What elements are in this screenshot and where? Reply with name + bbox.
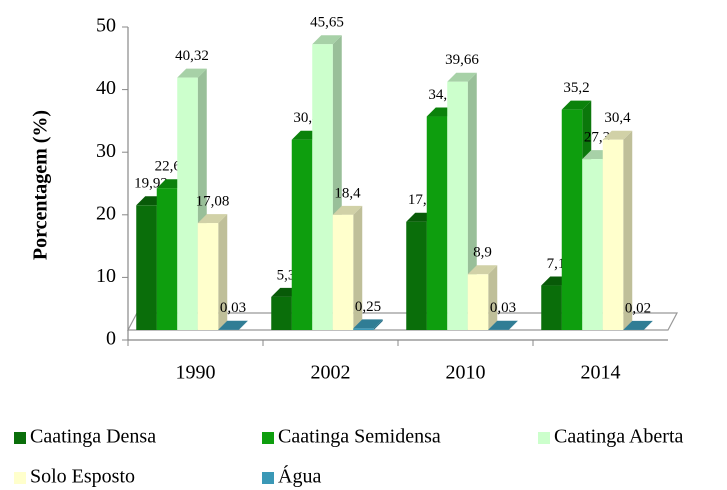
value-label: 30,4 [604,110,631,126]
bar-front [271,296,292,330]
bar-side [508,320,518,330]
value-label: 0,03 [490,300,516,316]
value-label: 0,25 [355,299,381,315]
bar-front [582,159,603,330]
bar-top [218,320,248,330]
value-label: 17,08 [196,194,230,210]
y-tick-label: 40 [96,77,116,99]
bar-top [197,214,228,224]
bar-top [332,205,363,215]
bar-front [177,77,198,330]
y-tick-label: 50 [96,15,116,37]
bar-top [488,320,518,330]
legend-marker [538,432,550,444]
bar-top [623,320,653,330]
legend-marker [262,432,274,444]
bar-side [488,265,498,330]
bar-front [561,109,583,330]
bar-front [136,205,157,330]
x-tick-label: 2002 [311,362,351,384]
value-label: 8,9 [473,245,492,261]
bar [467,265,498,330]
y-tick-label: 10 [96,265,116,287]
bar-side [353,205,363,330]
y-tick-label: 0 [106,328,116,350]
bar [447,72,477,331]
y-tick-label: 20 [96,202,116,224]
bar [332,205,363,330]
legend-label: Solo Esposto [30,466,135,488]
bar [353,319,383,330]
bar-front [602,139,624,330]
y-tick-label: 30 [96,140,116,162]
bar-top [561,100,592,110]
bar-front [291,139,313,330]
bar-front [406,221,427,330]
bar-front [426,116,448,330]
bar-top [177,68,207,78]
value-label: 7,1 [547,256,566,272]
x-tick-label: 2014 [581,362,621,384]
value-label: 5,3 [277,267,296,283]
value-label: 18,4 [334,185,361,201]
legend-label: Caatinga Semidensa [278,426,441,448]
bar-top [602,130,633,140]
value-label: 39,66 [445,52,479,68]
bar-front [353,328,374,330]
bar-top [467,265,498,275]
legend-label: Caatinga Aberta [554,426,684,448]
bar [488,320,518,330]
legend-label: Caatinga Densa [30,426,156,448]
legend-label: Água [278,465,321,488]
bar-top [447,72,477,82]
bar [218,320,248,330]
x-tick-label: 1990 [176,362,216,384]
bar-front [541,285,562,330]
bar-side [643,320,653,330]
bar-side [623,130,633,330]
legend-marker [14,432,26,444]
bar-front [447,81,468,331]
bar-side [467,72,477,331]
x-tick-label: 2010 [446,362,486,384]
value-label: 40,32 [175,48,209,64]
bar-front [467,274,489,330]
legend-marker [14,472,26,484]
bar-side [373,319,383,330]
value-label: 0,02 [625,300,651,316]
bar-front [156,188,178,330]
bar-front [312,44,333,331]
bar-top [312,35,342,45]
bar-side [218,214,228,330]
legend-marker [262,472,274,484]
bar [197,214,228,330]
value-label: 0,03 [220,300,246,316]
bar [623,320,653,330]
bar-top [353,319,383,329]
bar-front [332,214,354,330]
value-label: 45,65 [310,15,344,31]
y-axis-label: Porcentagem (%) [30,110,52,260]
bar-side [238,320,248,330]
value-label: 35,2 [563,80,589,96]
bar [602,130,633,330]
bar-front [197,223,219,330]
